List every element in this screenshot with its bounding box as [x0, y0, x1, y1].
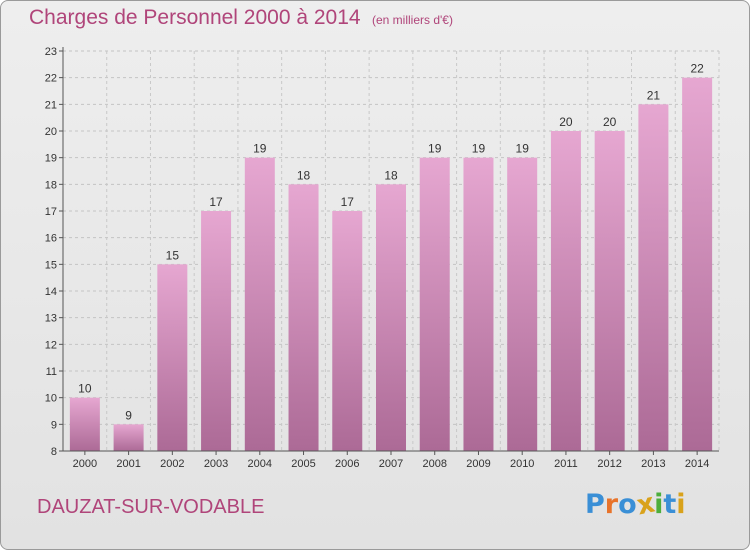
- value-label: 17: [341, 195, 355, 209]
- bar-2004[interactable]: [244, 157, 275, 451]
- value-label: 9: [125, 408, 132, 422]
- value-label: 21: [647, 88, 661, 102]
- axes: 8 9 10 11 12 13 14 15 16 17 18 19 20 21 22 23 2000 2001 20…: [45, 46, 719, 470]
- y-tick-label: 20: [45, 126, 57, 138]
- bar-2007[interactable]: [376, 184, 406, 452]
- value-label: 20: [603, 115, 617, 129]
- value-label: 19: [428, 142, 442, 156]
- bar-2008[interactable]: [419, 157, 450, 451]
- bar-2011[interactable]: [550, 131, 581, 451]
- x-tick-label: 2010: [510, 458, 534, 470]
- value-label: 19: [516, 142, 530, 156]
- value-label: 19: [472, 142, 486, 156]
- bar-2010[interactable]: [507, 157, 538, 451]
- value-label: 19: [253, 142, 267, 156]
- x-tick-label: 2005: [291, 458, 315, 470]
- y-tick-label: 11: [46, 366, 57, 378]
- y-tick-label: 15: [45, 259, 57, 271]
- y-tick-label: 9: [51, 419, 57, 431]
- bar-2014[interactable]: [682, 77, 713, 452]
- x-tick-label: 2013: [641, 458, 665, 470]
- y-tick-label: 22: [45, 73, 57, 85]
- y-tick-label: 16: [45, 233, 57, 245]
- y-tick-label: 17: [45, 206, 57, 218]
- chart-subtitle: (en milliers d'€): [372, 13, 453, 27]
- x-tick-label: 2004: [248, 458, 272, 470]
- x-tick-label: 2014: [685, 458, 709, 470]
- bar-2001[interactable]: [113, 424, 144, 451]
- chart-title: Charges de Personnel 2000 à 2014: [29, 6, 361, 29]
- value-label: 17: [209, 195, 223, 209]
- y-tick-label: 8: [51, 446, 57, 458]
- value-label: 18: [384, 168, 398, 182]
- y-tick-label: 21: [45, 99, 57, 111]
- y-tick-label: 19: [45, 153, 57, 165]
- bar-2002[interactable]: [157, 264, 188, 451]
- bar-2006[interactable]: [332, 211, 363, 451]
- x-tick-label: 2001: [116, 458, 140, 470]
- proxiti-logo[interactable]: Proxiti: [585, 487, 686, 522]
- bar-2003[interactable]: [201, 211, 232, 451]
- bar-2009[interactable]: [463, 157, 494, 451]
- value-label: 22: [690, 62, 704, 76]
- value-label: 18: [297, 168, 311, 182]
- x-tick-label: 2006: [335, 458, 359, 470]
- x-tick-label: 2009: [466, 458, 490, 470]
- y-tick-label: 13: [45, 313, 57, 325]
- y-tick-label: 10: [45, 393, 57, 405]
- y-tick-label: 12: [45, 339, 57, 351]
- x-tick-label: 2000: [73, 458, 97, 470]
- bars: 10 9 15 17 19 18 17 18 19 19 19 20 20 21 22: [69, 62, 713, 452]
- y-tick-label: 14: [45, 286, 57, 298]
- bar-2012[interactable]: [594, 131, 625, 451]
- x-tick-label: 2012: [597, 458, 621, 470]
- y-tick-label: 18: [45, 179, 57, 191]
- x-tick-label: 2008: [422, 458, 446, 470]
- x-tick-label: 2002: [160, 458, 184, 470]
- bar-2005[interactable]: [288, 184, 319, 452]
- bar-2013[interactable]: [638, 104, 669, 451]
- x-tick-label: 2011: [554, 458, 578, 470]
- value-label: 10: [78, 382, 92, 396]
- value-label: 15: [166, 248, 180, 262]
- y-tick-label: 23: [45, 46, 57, 58]
- value-label: 20: [559, 115, 573, 129]
- x-tick-label: 2007: [379, 458, 403, 470]
- x-tick-label: 2003: [204, 458, 228, 470]
- commune-name: DAUZAT-SUR-VODABLE: [37, 496, 265, 518]
- bar-2000[interactable]: [69, 397, 100, 451]
